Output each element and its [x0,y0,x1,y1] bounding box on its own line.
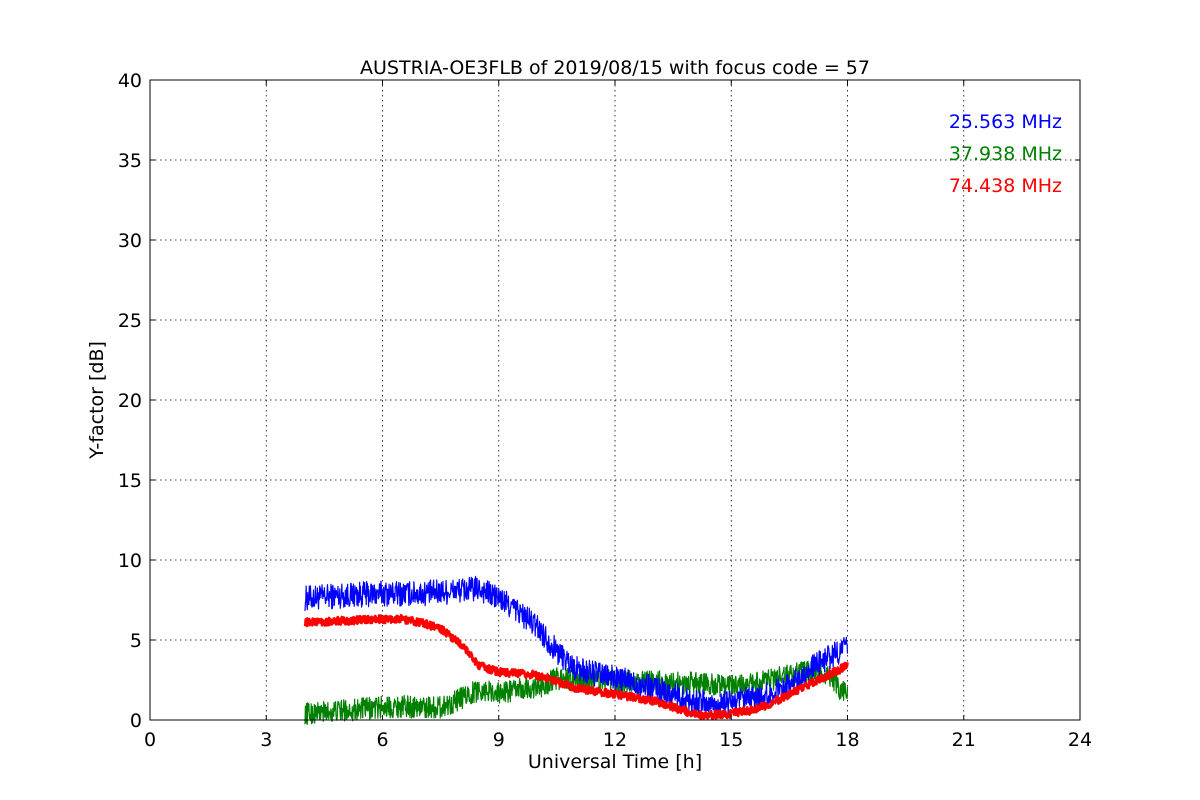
x-tick-label-8: 24 [1068,729,1092,751]
grid [150,80,1080,720]
x-tick-label-7: 21 [952,729,976,751]
series-line-2 [303,613,849,720]
x-axis-label: Universal Time [h] [528,751,702,773]
y-tick-label-4: 20 [118,390,142,412]
x-tick-label-5: 15 [719,729,743,751]
series-line-1 [304,660,849,725]
y-tick-label-2: 10 [118,550,142,572]
legend-entry-1: 37.938 MHz [949,143,1062,165]
y-tick-label-8: 40 [118,70,142,92]
y-tick-label-1: 5 [130,630,142,652]
ticks: 0 3 6 9 12 15 18 21 24 0 5 10 15 20 25 30 35 40 [118,70,1092,751]
x-tick-label-0: 0 [144,729,156,751]
x-tick-label-4: 12 [603,729,627,751]
y-tick-label-0: 0 [130,710,142,732]
legend: 25.563 MHz 37.938 MHz 74.438 MHz [949,111,1062,197]
y-tick-label-3: 15 [118,470,142,492]
x-tick-label-6: 18 [835,729,859,751]
y-tick-label-6: 30 [118,230,142,252]
y-tick-label-7: 35 [118,150,142,172]
y-tick-label-5: 25 [118,310,142,332]
x-tick-label-1: 3 [260,729,272,751]
x-tick-label-2: 6 [376,729,388,751]
legend-entry-2: 74.438 MHz [949,175,1062,197]
series-layer [303,575,849,725]
series-line-0 [304,575,849,715]
chart-title: AUSTRIA-OE3FLB of 2019/08/15 with focus … [360,57,870,79]
legend-entry-0: 25.563 MHz [949,111,1062,133]
x-tick-label-3: 9 [493,729,505,751]
y-axis-label: Y-factor [dB] [86,341,108,460]
